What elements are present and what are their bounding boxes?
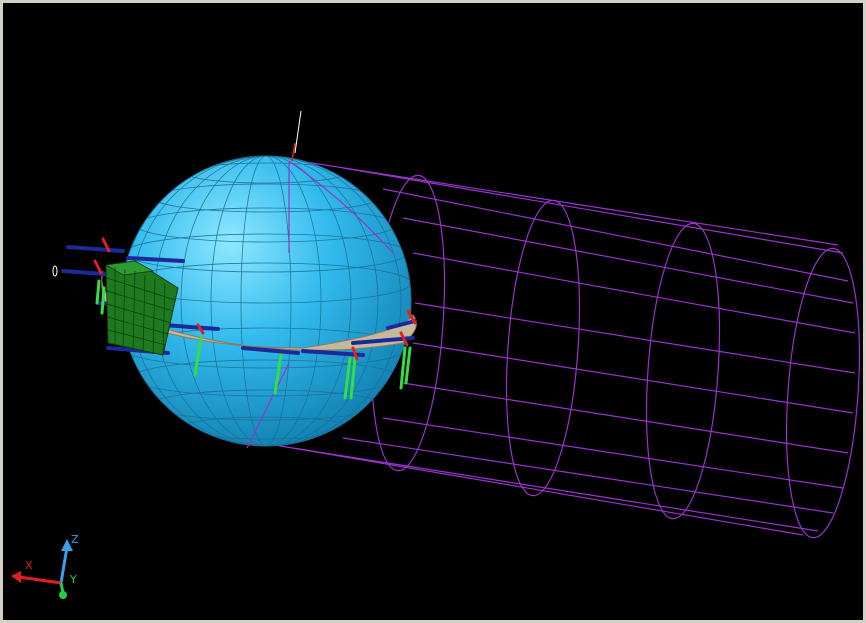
- model-scene[interactable]: [3, 3, 863, 620]
- green-cube[interactable]: [104, 260, 179, 356]
- x-axis-line: [18, 575, 62, 585]
- cylinder-wireframe: [262, 159, 860, 539]
- axis-triad: Z X Y: [11, 533, 79, 599]
- vertical-axis-line: [291, 110, 302, 162]
- z-axis-label: Z: [71, 533, 79, 546]
- x-axis-arrow: [11, 571, 21, 583]
- z-axis-arrow: [61, 539, 73, 551]
- z-axis-line: [59, 546, 69, 584]
- left-marker: [52, 265, 58, 277]
- red-markers: [93, 237, 417, 361]
- x-axis-label: X: [25, 559, 33, 572]
- y-axis-label: Y: [69, 573, 77, 586]
- green-rods: [95, 279, 412, 400]
- cylinder-front-lines: [246, 160, 394, 449]
- 3d-viewport[interactable]: Z X Y: [3, 3, 863, 620]
- y-axis-dot: [59, 591, 67, 599]
